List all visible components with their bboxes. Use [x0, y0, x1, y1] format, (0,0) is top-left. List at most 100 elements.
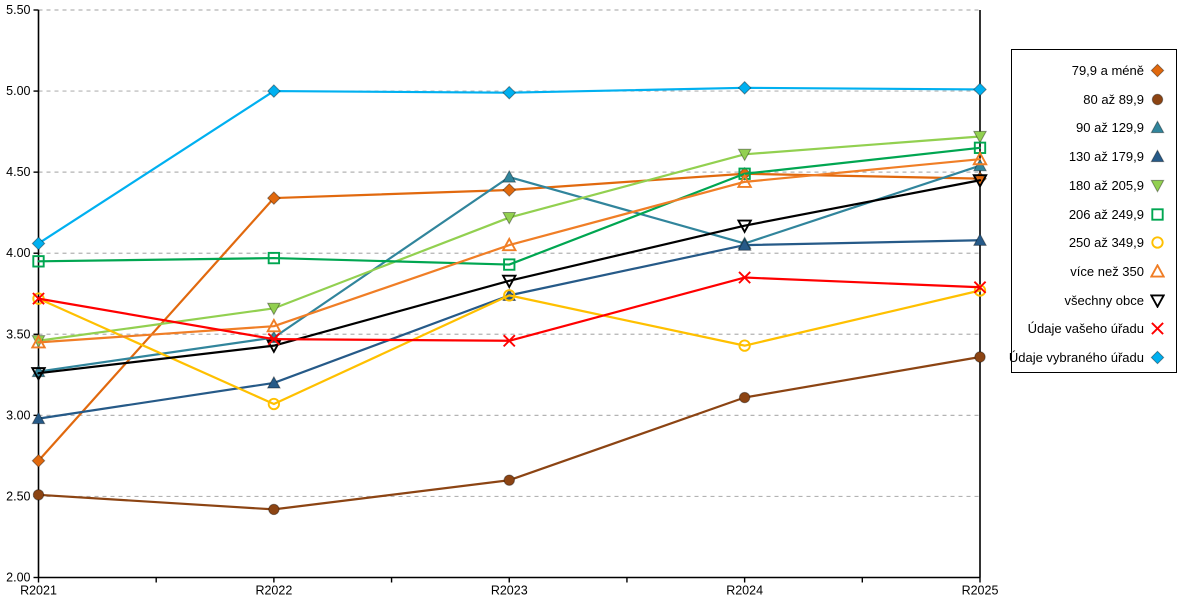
triangle-up-marker	[736, 173, 753, 188]
y-axis-label: 3.50	[6, 327, 30, 341]
x-marker	[738, 271, 751, 284]
x-marker	[502, 334, 516, 348]
y-axis-label: 2.50	[6, 489, 30, 503]
legend-item-3: 90 až 129,9	[1012, 113, 1176, 142]
triangle-down-marker	[737, 148, 752, 162]
series-line	[37, 179, 982, 375]
legend-label: více než 350	[1070, 264, 1144, 279]
circle-marker	[738, 391, 751, 404]
diamond-marker	[266, 191, 281, 205]
legend-item-9: všechny obce	[1012, 286, 1176, 315]
series-5	[31, 130, 988, 349]
circle-marker	[32, 489, 45, 501]
square-marker	[738, 167, 751, 180]
triangle-up-marker	[266, 375, 281, 389]
diamond-marker	[1150, 63, 1165, 78]
circle-marker	[973, 284, 987, 297]
x-axis-label: R2023	[491, 584, 528, 598]
triangle-up-marker	[1150, 120, 1165, 134]
x-marker	[267, 332, 281, 346]
square-marker	[1151, 207, 1164, 221]
legend-item-8: více než 350	[1012, 257, 1176, 286]
series-7	[32, 284, 987, 411]
y-axis-label: 5.50	[6, 3, 30, 17]
y-axis-label: 2.00	[6, 571, 30, 585]
series-line	[37, 158, 982, 344]
legend-label: 206 až 249,9	[1068, 206, 1144, 222]
diamond-marker	[31, 236, 46, 251]
series-line	[37, 239, 982, 420]
legend-triangle-down-icon	[1150, 294, 1165, 308]
x-marker	[1151, 322, 1164, 336]
circle-marker	[1151, 93, 1164, 105]
legend-diamond-icon	[1150, 63, 1165, 78]
triangle-down-marker	[502, 211, 517, 225]
legend-label: všechny obce	[1064, 292, 1145, 308]
series-9	[30, 174, 988, 382]
legend-label: 250 až 349,9	[1068, 235, 1144, 251]
triangle-up-marker	[737, 237, 752, 251]
triangle-up-marker	[501, 236, 518, 252]
triangle-down-marker	[266, 302, 281, 316]
legend-label: 180 až 205,9	[1068, 177, 1144, 193]
legend-item-4: 130 až 179,9	[1012, 142, 1176, 171]
legend-label: Údaje vybraného úřadu	[1008, 350, 1144, 366]
y-axis-label: 4.50	[6, 165, 30, 179]
series-6	[32, 141, 987, 271]
legend-label: 79,9 a méně	[1071, 62, 1144, 78]
series-10	[32, 271, 987, 348]
legend-item-2: 80 až 89,9	[1012, 85, 1176, 114]
circle-marker	[974, 351, 986, 363]
chart-legend: 79,9 a méně 80 až 89,9 90 až 129,9 130 až 1…	[1008, 49, 1177, 373]
series-2	[32, 351, 986, 516]
series-line	[37, 355, 982, 511]
series-4	[31, 233, 988, 425]
triangle-up-marker	[502, 169, 517, 183]
circle-marker	[268, 503, 280, 516]
legend-label: 130 až 179,9	[1068, 149, 1144, 165]
square-marker	[503, 258, 516, 271]
diamond-marker	[973, 82, 987, 97]
diamond-marker	[502, 85, 517, 100]
triangle-down-marker	[972, 174, 988, 189]
circle-marker	[503, 474, 515, 486]
legend-triangle-up-icon	[1150, 120, 1165, 134]
triangle-up-marker	[1150, 264, 1165, 278]
legend-item-7: 250 až 349,9	[1012, 228, 1176, 257]
diamond-marker	[502, 183, 517, 197]
legend-triangle-down-icon	[1150, 179, 1165, 193]
triangle-down-marker	[1150, 179, 1165, 193]
legend-item-10: Údaje vašeho úřadu	[1012, 315, 1176, 344]
y-axis-label: 4.00	[6, 246, 30, 260]
triangle-up-marker	[972, 233, 988, 246]
legend-label: 80 až 89,9	[1083, 91, 1144, 107]
legend-label: Údaje vašeho úřadu	[1027, 321, 1144, 337]
legend-circle-icon	[1151, 93, 1164, 105]
circle-marker	[1151, 236, 1164, 249]
legend-circle-icon	[1151, 236, 1164, 249]
triangle-down-marker	[266, 339, 282, 354]
x-marker	[32, 292, 45, 305]
legend-square-icon	[1151, 207, 1164, 221]
triangle-down-marker	[972, 130, 988, 144]
legend-diamond-icon	[1150, 350, 1165, 365]
x-axis-label: R2022	[255, 584, 292, 598]
x-axis-label: R2025	[962, 584, 999, 598]
circle-marker	[267, 397, 281, 411]
legend-item-6: 206 až 249,9	[1012, 200, 1176, 229]
circle-marker	[503, 289, 516, 302]
triangle-up-marker	[31, 411, 46, 425]
triangle-up-marker	[266, 318, 282, 333]
series-8	[30, 150, 988, 349]
x-marker	[973, 280, 987, 294]
x-axis-label: R2021	[20, 584, 57, 598]
x-axis-label: R2024	[726, 584, 763, 598]
diamond-marker	[31, 453, 46, 468]
diamond-marker	[1150, 350, 1165, 365]
legend-item-5: 180 až 205,9	[1012, 171, 1176, 200]
legend-triangle-up-icon	[1150, 264, 1165, 278]
circle-marker	[738, 339, 751, 352]
series-line	[37, 289, 982, 406]
